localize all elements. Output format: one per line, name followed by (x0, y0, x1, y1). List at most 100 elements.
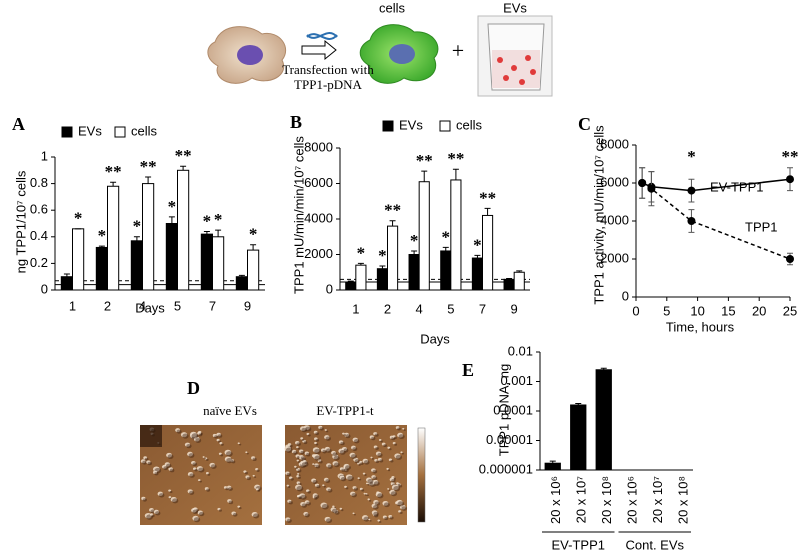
afm-particle (331, 450, 337, 455)
afm-particle (339, 467, 344, 471)
bar (355, 264, 367, 291)
error-bar (452, 168, 459, 180)
afm-particle (196, 466, 204, 472)
afm-shadow (312, 479, 318, 484)
afm-particle (326, 463, 332, 468)
afm-particle (373, 500, 379, 505)
afm-particle (255, 468, 259, 471)
afm-shadow (314, 448, 321, 455)
afm-particle (187, 489, 193, 494)
afm-shadow (395, 454, 403, 460)
afm-particle (353, 457, 359, 462)
afm-shadow (252, 457, 257, 462)
afm-shadow (315, 443, 319, 446)
afm-shadow (353, 438, 360, 444)
afm-shadow (186, 443, 192, 449)
afm-shadow (390, 491, 398, 497)
afm-shadow (345, 434, 351, 439)
error-bar (474, 254, 481, 259)
afm-shadow (158, 493, 165, 498)
afm-particle (332, 454, 339, 460)
afm-shadow (199, 480, 202, 483)
x-tick-label: 7 (209, 298, 216, 313)
x-tick-label: 20 x 10⁷ (574, 476, 589, 524)
afm-shadow (257, 489, 261, 492)
afm-shadow (363, 460, 370, 465)
error-bar (63, 273, 70, 277)
bar (376, 268, 389, 291)
afm-shadow (374, 433, 379, 437)
afm-shadow (203, 457, 207, 460)
afm-shadow (297, 469, 302, 473)
bar (513, 271, 525, 291)
afm-shadow (391, 479, 396, 483)
y-tick-label: 0 (326, 281, 333, 296)
x-tick-label: 9 (511, 301, 518, 316)
afm-shadow (300, 494, 307, 500)
data-point (638, 179, 647, 187)
afm-shadow (332, 452, 338, 457)
afm-title: EV-TPP1-t (316, 403, 374, 418)
afm-shadow (192, 509, 199, 514)
afm-shadow (333, 455, 340, 461)
afm-shadow (319, 427, 324, 431)
x-tick-label: 2 (384, 301, 391, 316)
data-point (687, 186, 696, 195)
significance-mark: ** (175, 146, 192, 165)
error-bar (203, 230, 210, 235)
significance-mark: ** (140, 157, 157, 176)
afm-shadow (333, 462, 340, 468)
afm-texture (140, 425, 408, 524)
afm-particle (180, 432, 188, 438)
y-tick-label: 6000 (304, 175, 333, 190)
afm-particle (237, 505, 241, 508)
bar (107, 185, 120, 291)
afm-shadow (246, 476, 251, 481)
afm-shadow (198, 511, 205, 517)
afm-shadow (293, 451, 298, 455)
error-bar (250, 244, 257, 251)
afm-shadow (239, 443, 242, 446)
afm-shadow (352, 447, 358, 452)
significance-mark: ** (416, 151, 433, 170)
x-tick-label: 4 (416, 301, 423, 316)
significance-mark: * (74, 209, 83, 228)
afm-shadow (217, 434, 223, 438)
error-bar (180, 165, 187, 171)
significance-mark: ** (479, 188, 496, 207)
afm-shadow (316, 484, 321, 489)
afm-particle (378, 438, 382, 442)
afm-shadow (390, 459, 394, 463)
afm-shadow (366, 494, 369, 497)
afm-shadow (286, 518, 292, 523)
significance-mark: ** (447, 149, 464, 168)
afm-shadow (154, 472, 159, 476)
legend-label: EVs (78, 123, 102, 138)
bar (247, 249, 260, 291)
afm-shadow (364, 473, 367, 476)
arrow (301, 39, 337, 61)
afm-particle (390, 482, 395, 486)
afm-shadow (166, 463, 172, 468)
afm-particle (392, 441, 396, 445)
bar (503, 278, 515, 291)
y-tick-label: 0.001 (500, 373, 533, 388)
afm-shadow (306, 501, 311, 506)
bar (212, 236, 225, 291)
afm-particle (300, 502, 306, 507)
afm-shadow (300, 450, 305, 455)
afm-particle (350, 445, 356, 450)
afm-particle (302, 439, 306, 443)
afm-shadow (325, 479, 331, 484)
significance-mark: * (133, 217, 142, 236)
afm-shadow (231, 460, 236, 464)
afm-particle (153, 509, 160, 515)
afm-shadow (220, 454, 224, 457)
bar (235, 276, 249, 291)
significance-mark: * (203, 211, 212, 230)
afm-particle (343, 463, 350, 469)
afm-particle (227, 499, 232, 503)
afm-shadow (377, 493, 384, 499)
x-axis-label: Days (135, 300, 165, 315)
afm-particle (314, 441, 317, 445)
